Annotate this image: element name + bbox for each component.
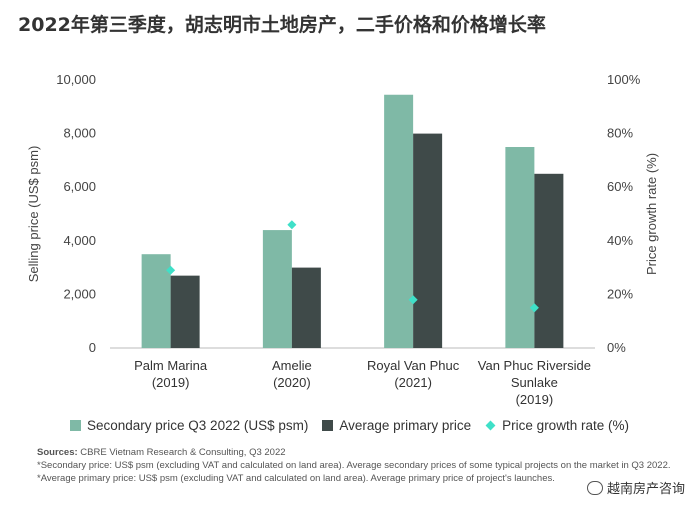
x-tick-label: Royal Van Phuc xyxy=(367,358,460,373)
point-growth-rate xyxy=(166,265,176,275)
point-growth-rate xyxy=(529,303,539,313)
legend-item-growth: Price growth rate (%) xyxy=(485,418,629,433)
bar-primary xyxy=(413,133,443,348)
x-tick-label: (2019) xyxy=(516,392,554,407)
category-labels: Palm Marina (2019) Amelie (2020) Royal Van P… xyxy=(134,358,591,407)
chart-notes: Sources: CBRE Vietnam Research & Consult… xyxy=(37,446,677,485)
bar-primary xyxy=(291,267,321,348)
bar-secondary xyxy=(505,147,535,348)
legend: Secondary price Q3 2022 (US$ psm) Averag… xyxy=(70,418,629,433)
x-tick-label: Palm Marina xyxy=(134,358,208,373)
y-tick-left: 8,000 xyxy=(63,126,96,141)
sources-line: Sources: CBRE Vietnam Research & Consult… xyxy=(37,446,677,459)
bar-secondary xyxy=(141,254,171,348)
legend-swatch-secondary xyxy=(70,420,81,431)
bar-secondary xyxy=(384,94,414,349)
bar-primary xyxy=(170,275,200,348)
legend-item-primary: Average primary price xyxy=(322,418,471,433)
y-tick-right: 40% xyxy=(607,233,633,248)
wechat-icon xyxy=(586,480,603,495)
point-growth-rate xyxy=(287,220,297,230)
x-tick-label: (2021) xyxy=(394,375,432,390)
bars-group xyxy=(141,94,564,349)
x-tick-label: Van Phuc Riverside xyxy=(478,358,591,373)
bar-secondary xyxy=(262,230,292,348)
note-secondary-price: *Secondary price: US$ psm (excluding VAT… xyxy=(37,460,671,471)
y-tick-right: 100% xyxy=(607,72,641,87)
watermark-text: 越南房产咨询 xyxy=(606,482,685,497)
sources-text: CBRE Vietnam Research & Consulting, Q3 2… xyxy=(77,447,286,458)
sources-label: Sources: xyxy=(37,447,78,458)
y-tick-left: 4,000 xyxy=(63,233,96,248)
note-primary-price: *Average primary price: US$ psm (excludi… xyxy=(37,473,555,484)
y-tick-right: 80% xyxy=(607,126,633,141)
x-tick-label: (2019) xyxy=(152,375,190,390)
x-tick-label: Sunlake xyxy=(511,375,558,390)
x-tick-label: (2020) xyxy=(273,375,311,390)
legend-item-secondary: Secondary price Q3 2022 (US$ psm) xyxy=(70,418,308,433)
y-tick-right: 60% xyxy=(607,179,633,194)
legend-label-primary: Average primary price xyxy=(339,418,472,433)
chart-title: 2022年第三季度，胡志明市土地房产，二手价格和价格增长率 xyxy=(18,14,546,36)
y-tick-right: 20% xyxy=(607,286,633,301)
legend-label-growth: Price growth rate (%) xyxy=(502,418,629,433)
y-axis-label-left: Selling price (US$ psm) xyxy=(26,146,41,283)
y-axis-label-right: Price growth rate (%) xyxy=(644,153,659,275)
y-tick-left: 2,000 xyxy=(63,286,96,301)
y-axis-right: 0% 20% 40% 60% 80% 100% xyxy=(607,72,641,355)
y-tick-left: 0 xyxy=(89,340,96,355)
growth-points-group xyxy=(166,220,539,313)
y-axis-left: 0 2,000 4,000 6,000 8,000 10,000 xyxy=(56,72,96,355)
legend-swatch-primary xyxy=(322,420,334,431)
y-tick-right: 0% xyxy=(607,340,626,355)
legend-label-secondary: Secondary price Q3 2022 (US$ psm) xyxy=(87,418,309,433)
y-tick-left: 10,000 xyxy=(56,72,96,87)
y-tick-left: 6,000 xyxy=(63,179,96,194)
x-tick-label: Amelie xyxy=(272,358,312,373)
bar-primary xyxy=(534,173,564,348)
watermark: 越南房产咨询 xyxy=(586,478,685,497)
legend-swatch-growth xyxy=(485,420,496,431)
